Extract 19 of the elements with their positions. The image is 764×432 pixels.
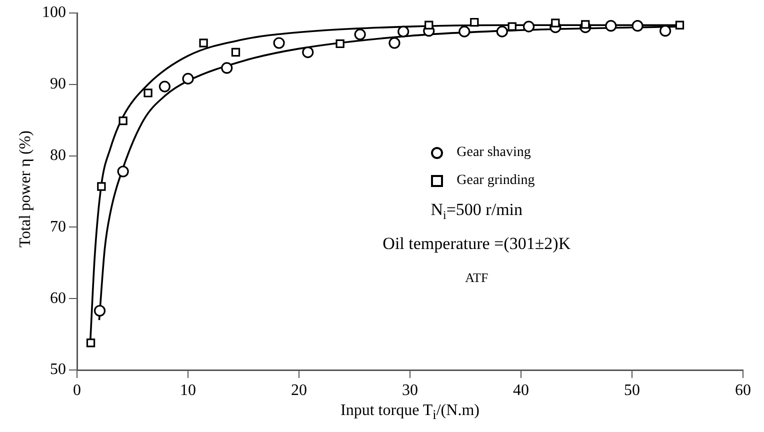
x-tick-label: 20: [291, 382, 307, 399]
x-tick-label: 50: [624, 382, 640, 399]
y-tick-label: 50: [50, 361, 66, 378]
y-tick-label: 70: [50, 218, 66, 236]
x-tick-label: 40: [513, 382, 529, 399]
x-axis-title: Input torque T$_{i}$/(N.m): [340, 402, 480, 424]
x-tick-label: 60: [735, 382, 751, 399]
x-tick-label: 10: [180, 382, 196, 399]
y-axis-title: Total power η (%): [17, 130, 35, 250]
x-tick-label: 0: [73, 382, 81, 399]
legend-label: Gear shaving: [456, 144, 531, 161]
legend-label: Gear grinding: [456, 172, 535, 189]
y-tick-label: 100: [42, 4, 66, 22]
y-tick-label: 80: [50, 147, 66, 164]
y-tick-label: 60: [50, 290, 66, 307]
annotation: Oil temperature =(301±2)K: [382, 234, 572, 254]
y-tick-label: 90: [50, 76, 66, 93]
x-tick-label: 30: [402, 382, 418, 399]
annotation: ATF: [465, 270, 488, 286]
